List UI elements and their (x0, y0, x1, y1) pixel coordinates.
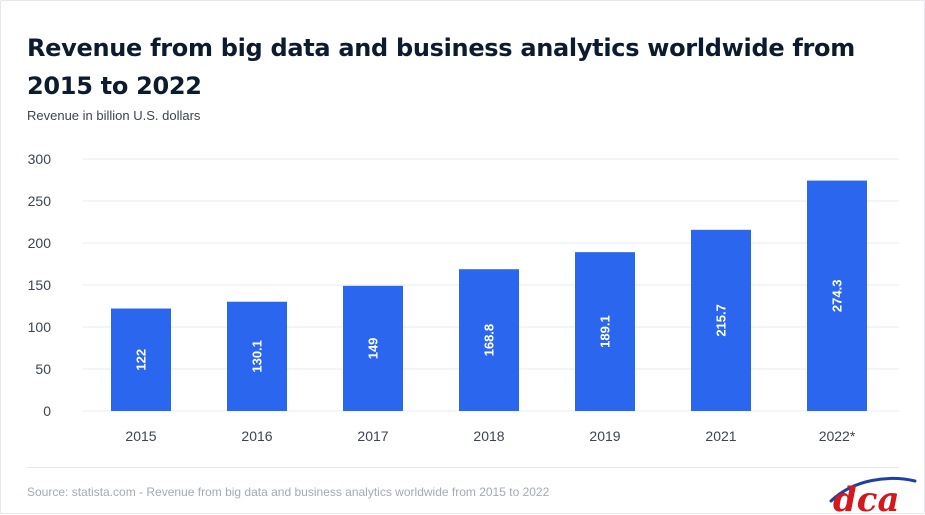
bar (111, 308, 171, 411)
bar-value-label: 168.8 (482, 324, 497, 357)
y-tick-label: 0 (43, 403, 51, 419)
chart-subtitle: Revenue in billion U.S. dollars (27, 108, 201, 123)
y-tick-label: 200 (28, 235, 52, 251)
bar-value-label: 130.1 (250, 340, 265, 373)
footer-divider (27, 467, 899, 468)
bar-value-label: 122 (134, 349, 149, 371)
dca-logo: dca (829, 477, 917, 515)
bar (343, 285, 403, 411)
logo-swoosh (829, 477, 917, 503)
chart-title: Revenue from big data and business analy… (27, 34, 855, 100)
bar-chart: 0 50 100 150 200 250 300 122 2015 130.1 2016 149 201… (28, 151, 899, 444)
y-tick-label: 50 (35, 361, 51, 377)
bar-value-label: 215.7 (714, 304, 729, 337)
y-tick-label: 150 (28, 277, 52, 293)
bar-value-label: 189.1 (598, 315, 613, 348)
bar-value-label: 149 (366, 338, 381, 360)
x-tick-label: 2018 (473, 428, 504, 444)
bar (691, 229, 751, 411)
x-tick-label: 2016 (241, 428, 272, 444)
source-note: Source: statista.com - Revenue from big … (27, 485, 550, 499)
y-tick-label: 300 (28, 151, 52, 167)
x-tick-label: 2015 (125, 428, 156, 444)
x-tick-label: 2022* (819, 428, 856, 444)
logo-lettering: dca (833, 480, 900, 515)
bar-value-label: 274.3 (830, 280, 845, 313)
x-tick-label: 2021 (705, 428, 736, 444)
y-tick-label: 250 (28, 193, 52, 209)
bar (807, 180, 867, 411)
bar (227, 301, 287, 411)
x-tick-label: 2017 (357, 428, 388, 444)
x-tick-label: 2019 (589, 428, 620, 444)
bar (575, 252, 635, 411)
y-tick-label: 100 (28, 319, 52, 335)
bar (459, 269, 519, 411)
